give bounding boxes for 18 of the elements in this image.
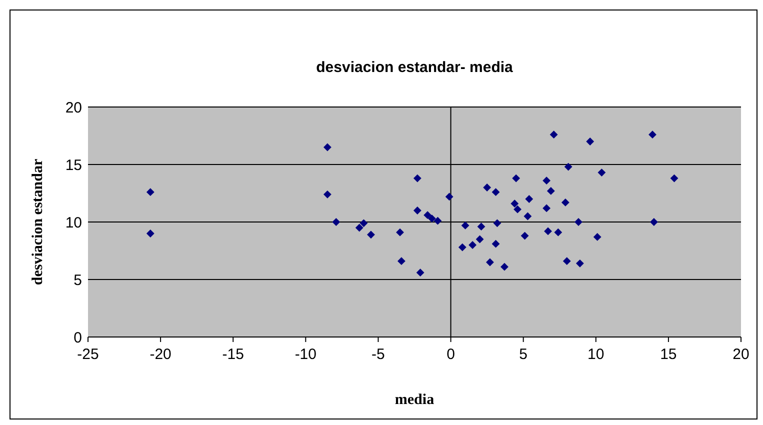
x-tick-label: 20	[732, 346, 750, 363]
x-tick-label: -25	[77, 346, 99, 363]
y-axis-title: desviacion estandar	[30, 158, 46, 286]
y-tick-label: 5	[74, 272, 82, 289]
x-tick-label: 0	[446, 346, 455, 363]
x-tick-label: -5	[372, 346, 385, 363]
x-tick-label: 15	[660, 346, 677, 363]
x-axis-title: media	[394, 392, 435, 408]
y-tick-label: 0	[74, 329, 82, 346]
x-tick-label: -10	[294, 346, 317, 363]
x-tick-label: 10	[588, 346, 604, 363]
chart-title: desviacion estandar- media	[316, 59, 514, 76]
y-tick-label: 10	[65, 214, 82, 232]
x-tick-label: -20	[150, 346, 172, 363]
x-tick-label: 5	[519, 346, 528, 363]
x-tick-label: -15	[222, 346, 244, 363]
y-tick-label: 20	[65, 99, 82, 116]
y-tick-label: 15	[65, 156, 82, 174]
